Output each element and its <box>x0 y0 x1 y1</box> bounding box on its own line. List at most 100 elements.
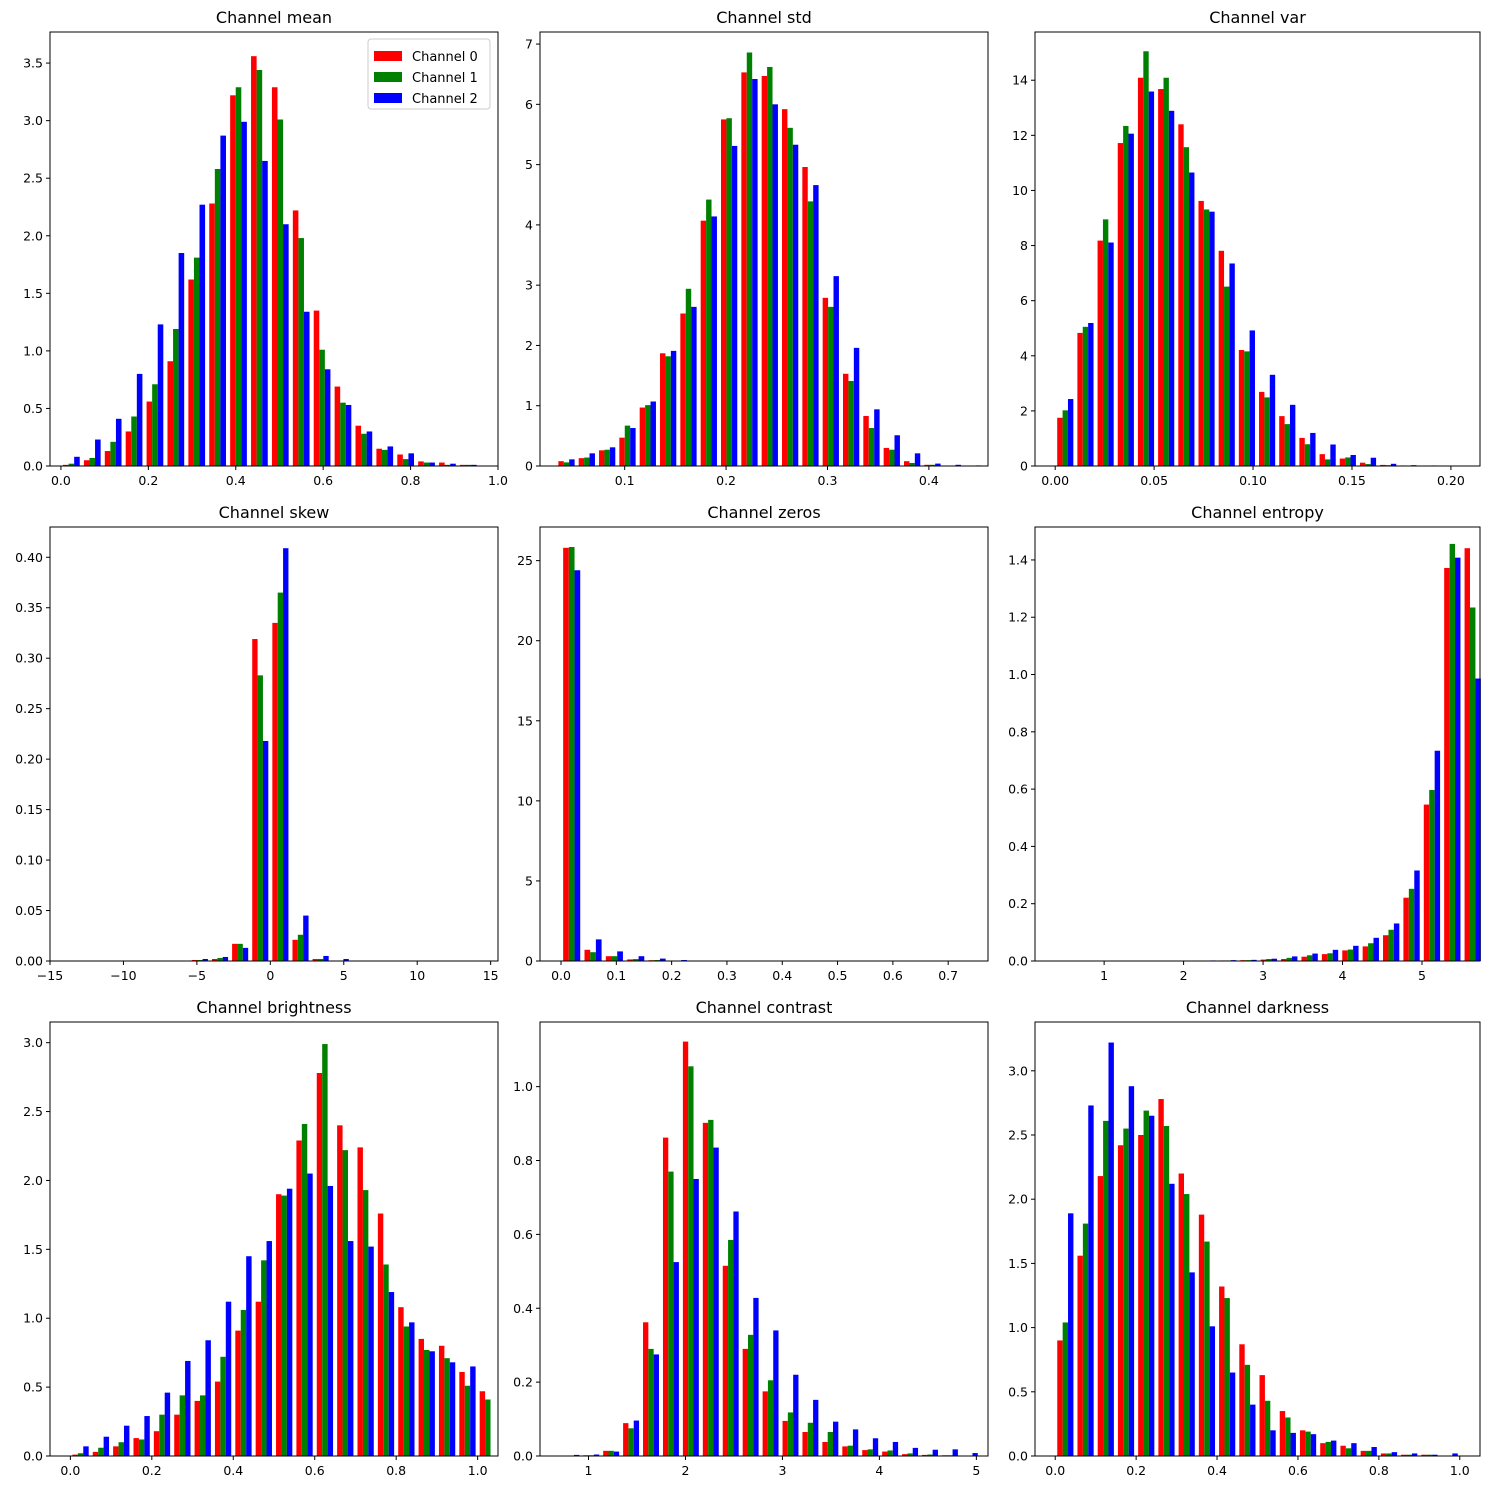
bar <box>1123 125 1129 466</box>
chart-title: Channel darkness <box>1186 998 1329 1017</box>
bar <box>1414 870 1420 961</box>
bar <box>266 1241 272 1456</box>
bar <box>340 402 346 466</box>
x-tick-label: 5 <box>1418 968 1426 983</box>
y-tick-label: 6 <box>525 97 533 112</box>
x-tick-label: 0.4 <box>223 1463 243 1478</box>
bar <box>1325 1441 1331 1456</box>
bar <box>1319 454 1325 466</box>
y-tick-label: 1.0 <box>1008 667 1028 682</box>
x-tick-label: 0.8 <box>1369 1463 1389 1478</box>
bar <box>1362 946 1369 961</box>
x-tick-label: 5 <box>340 968 348 983</box>
y-tick-label: 1.0 <box>513 1079 533 1094</box>
bar <box>653 1354 659 1456</box>
bar <box>1330 1440 1337 1456</box>
bar <box>608 1450 614 1456</box>
bar <box>68 463 75 466</box>
bar <box>222 956 229 961</box>
bar <box>1158 1099 1164 1456</box>
bar <box>1189 172 1195 467</box>
y-tick-label: 1.5 <box>23 286 43 301</box>
bar-series-group <box>1057 51 1457 467</box>
bar <box>133 1438 139 1456</box>
y-tick-label: 0.8 <box>1008 724 1028 739</box>
axes-frame <box>1034 1021 1481 1457</box>
bar <box>1168 110 1175 466</box>
bar <box>927 1454 933 1456</box>
bar <box>630 428 636 466</box>
bar <box>589 453 595 466</box>
bar <box>574 570 581 961</box>
y-tick-label: 3.0 <box>1008 1063 1028 1078</box>
x-tick-label: 1.0 <box>1450 1463 1470 1478</box>
bar <box>74 456 80 466</box>
bar <box>1452 1453 1458 1456</box>
bar <box>277 592 284 961</box>
bar <box>1310 1434 1317 1456</box>
x-tick-label: 15 <box>483 968 499 983</box>
bar <box>1082 326 1089 466</box>
bar <box>633 1420 640 1456</box>
y-tick-label: 0 <box>525 459 533 474</box>
x-tick-label: 0.05 <box>1140 473 1168 488</box>
bar <box>418 1338 425 1456</box>
x-tick-label: 0.1 <box>615 473 635 488</box>
bar <box>209 203 215 467</box>
axes-frame <box>49 31 499 467</box>
bar <box>693 1178 699 1456</box>
bar <box>660 353 666 466</box>
bar <box>312 958 318 961</box>
x-tick-label: 0.00 <box>1041 473 1069 488</box>
chart-title: Channel brightness <box>196 998 351 1017</box>
bar <box>1279 416 1285 466</box>
bar <box>323 955 329 961</box>
bar <box>307 1173 313 1456</box>
bar <box>459 464 466 466</box>
bar <box>605 956 612 961</box>
bar <box>1244 351 1250 466</box>
bar <box>638 956 645 961</box>
bar <box>1475 678 1481 961</box>
bar <box>357 1147 363 1456</box>
bar <box>1371 1447 1377 1456</box>
bar-series-group <box>63 56 477 467</box>
x-tick-label: 0.8 <box>401 473 421 488</box>
bar <box>1062 1322 1069 1456</box>
chart-title: Channel mean <box>216 8 332 27</box>
x-tick-label: 0.8 <box>386 1463 406 1478</box>
bar <box>257 675 263 961</box>
y-tick-label: 14 <box>1012 73 1028 88</box>
x-tick-label: 3 <box>1259 968 1267 983</box>
bar <box>1305 1431 1311 1456</box>
y-tick-label: 0.0 <box>23 459 43 474</box>
bar <box>1370 457 1377 466</box>
bar <box>782 109 788 467</box>
bar <box>251 56 257 466</box>
bar <box>1351 1443 1357 1456</box>
bar <box>241 121 247 467</box>
axes-frame <box>539 1021 989 1457</box>
bar <box>1421 1454 1427 1456</box>
bar <box>398 1307 404 1456</box>
bar <box>787 1412 794 1456</box>
bar <box>402 459 409 466</box>
bar <box>1260 959 1267 961</box>
bar <box>1148 1115 1155 1456</box>
bar <box>1183 147 1190 466</box>
bar <box>1312 953 1318 961</box>
subplot-2: 0.1 0.2 0.3 0.4 0 1 2 3 4 5 6 7 Channel std <box>525 8 989 488</box>
bar <box>1143 1110 1149 1456</box>
bar <box>1340 1445 1346 1456</box>
bar <box>1238 349 1245 466</box>
bar <box>188 279 194 466</box>
bar <box>403 1326 410 1456</box>
bar <box>643 1322 649 1456</box>
bar <box>246 1256 252 1456</box>
bar <box>197 959 203 961</box>
bar <box>185 1360 191 1456</box>
bar <box>955 464 961 466</box>
bar <box>773 1330 779 1456</box>
bar <box>1345 457 1351 466</box>
bar <box>429 1351 435 1456</box>
